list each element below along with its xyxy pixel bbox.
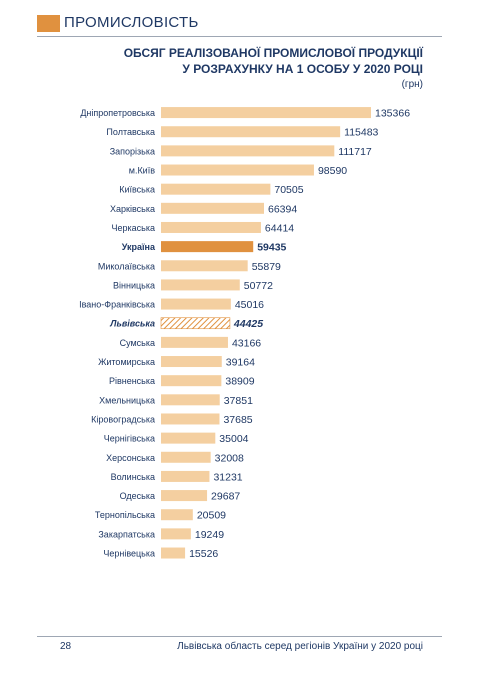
bar [161,509,193,521]
section-title: ПРОМИСЛОВІСТЬ [64,14,199,31]
value-label: 29687 [211,491,240,503]
bar [161,107,371,119]
category-label: Херсонська [106,453,155,463]
category-label: Україна [122,242,156,252]
category-label: Черкаська [112,223,155,233]
value-label: 37685 [223,414,252,426]
value-label: 45016 [235,299,264,311]
category-label: Тернопільська [95,510,155,520]
category-label: Кіровоградська [91,414,155,424]
bar [161,260,248,272]
category-label: Миколаївська [98,261,155,271]
bar [161,336,228,348]
header-divider [37,36,442,37]
value-label: 15526 [189,548,218,560]
bar [161,126,341,138]
category-label: Львівська [109,319,155,329]
category-label: Чернівецька [103,549,155,559]
category-label: Рівненська [109,376,155,386]
category-label: Харківська [110,204,155,214]
category-label: Полтавська [106,127,155,137]
value-label: 32008 [215,452,244,464]
value-label: 70505 [274,184,303,196]
value-label: 135366 [375,108,410,120]
bar [161,413,220,425]
bar [161,547,186,559]
bar [161,183,271,195]
page-number: 28 [60,641,72,652]
category-label: Дніпропетровська [80,108,155,118]
value-label: 98590 [318,165,347,177]
value-label: 43166 [232,337,261,349]
value-label: 39164 [226,357,255,369]
value-label: 59435 [257,242,286,254]
value-label: 19249 [195,529,224,541]
value-label: 37851 [224,395,253,407]
category-label: Сумська [120,338,155,348]
category-label: м.Київ [129,166,155,176]
bar [161,221,261,233]
footer-divider [37,636,442,637]
value-label: 50772 [244,280,273,292]
category-label: Чернігівська [104,434,155,444]
value-label: 55879 [252,261,281,273]
category-label: Волинська [111,472,155,482]
category-label: Київська [119,185,155,195]
category-label: Вінницька [113,280,155,290]
section-marker [37,15,60,32]
chart-title-line-2: У РОЗРАХУНКУ НА 1 ОСОБУ У 2020 РОЦІ [182,62,423,76]
bar [161,490,208,502]
bar [161,202,265,214]
category-label: Хмельницька [99,395,155,405]
category-label: Закарпатська [98,529,155,539]
bar [161,432,216,444]
category-label: Одеська [120,491,155,501]
value-label: 66394 [268,203,297,215]
category-label: Запорізька [110,146,155,156]
value-label: 35004 [219,433,248,445]
value-label: 111717 [338,146,372,158]
value-label: 115483 [344,127,378,139]
footer-text: Львівська область серед регіонів України… [177,641,423,652]
bar [161,145,335,157]
category-label: Житомирська [98,357,155,367]
bar [161,241,254,253]
category-label: Івано-Франківська [79,300,155,310]
bar [161,164,314,176]
bar [160,317,231,330]
bar [161,298,231,310]
bar [161,451,211,463]
value-label: 31231 [213,471,242,483]
value-label: 20509 [197,510,226,522]
value-label: 64414 [265,222,294,234]
chart-unit: (грн) [401,79,423,90]
bar [161,470,210,482]
bar [161,356,222,368]
bar [161,375,222,387]
value-label: 44425 [233,318,263,330]
bar [161,528,191,540]
chart-title-line-1: ОБСЯГ РЕАЛІЗОВАНОЇ ПРОМИСЛОВОЇ ПРОДУКЦІЇ [123,46,423,60]
value-label: 38909 [225,376,254,388]
bar [161,279,240,291]
bar [161,394,220,406]
